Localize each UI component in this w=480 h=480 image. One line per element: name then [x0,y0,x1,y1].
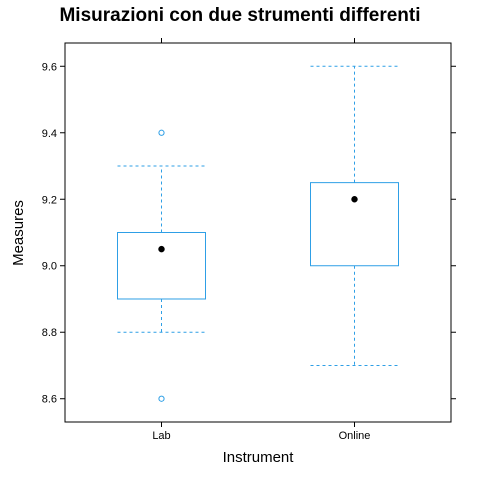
box-lab [117,129,206,402]
x-axis: Lab Online [152,38,370,442]
box-body [117,232,206,300]
y-tick-label: 9.6 [42,61,57,73]
median-dot [158,245,165,253]
x-axis-label: Instrument [223,449,295,466]
y-tick-label: 9.2 [42,194,57,206]
y-tick-label: 9.0 [42,261,57,273]
y-tick-label: 8.6 [42,394,57,406]
median-dot [351,196,358,203]
outlier-point [158,129,165,136]
plot-frame [64,42,452,423]
y-axis: 8.6 8.8 9.0 9.2 9.4 9.6 [42,61,456,406]
box-group [117,65,399,402]
box-online [310,65,399,366]
y-axis-label: Measures [10,200,27,266]
y-tick-label: 8.8 [42,327,57,339]
chart-title: Misurazioni con due strumenti differenti [59,5,420,26]
x-tick-label: Lab [152,430,170,442]
x-tick-label: Online [339,430,371,442]
y-tick-label: 9.4 [42,128,57,140]
box-body [310,182,399,267]
outlier-point [158,395,165,402]
